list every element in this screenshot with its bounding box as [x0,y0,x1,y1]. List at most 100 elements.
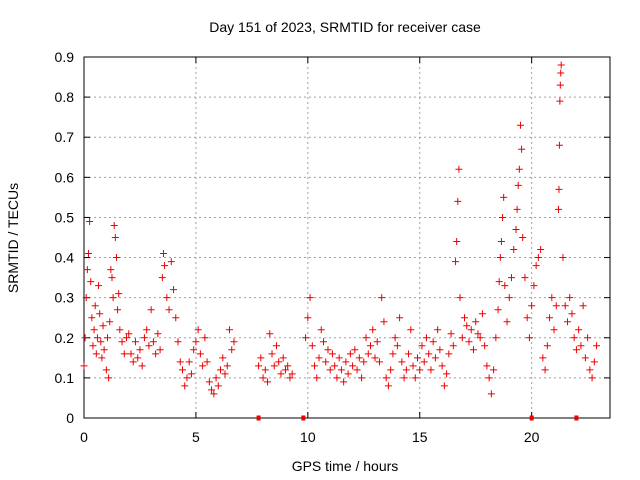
data-point [109,294,117,302]
data-point [342,358,350,366]
data-point [152,350,160,358]
data-point [123,334,131,342]
data-point [543,342,551,350]
data-point [463,322,471,330]
data-point [210,390,218,398]
data-point [257,354,265,362]
x-tick-label: 5 [192,429,200,445]
data-point [165,306,173,314]
data-point [425,350,433,358]
data-point [568,310,576,318]
data-point [279,354,287,362]
data-point [337,366,345,374]
data-point [367,342,375,350]
data-point [351,346,359,354]
data-point [539,354,547,362]
data-point [223,362,231,370]
data-point [326,366,334,374]
y-tick-label: 0.5 [55,209,75,225]
data-point [163,294,171,302]
data-point [382,374,390,382]
data-point [275,358,283,366]
data-point [584,334,592,342]
data-point [266,330,274,338]
data-point [268,350,276,358]
data-point [288,370,296,378]
data-point [107,266,115,274]
data-point [97,338,105,346]
data-point [98,354,106,362]
data-point [230,338,238,346]
data-point [532,262,540,270]
data-point [147,306,155,314]
data-point [521,274,529,282]
data-point [111,234,119,241]
data-point [481,342,489,350]
data-point [138,362,146,370]
data-point [438,362,446,370]
data-points [80,61,601,421]
data-point [472,318,480,326]
data-point [420,358,428,366]
data-point [110,221,118,229]
data-point [335,354,343,362]
data-point-zero [574,415,579,421]
data-point [555,185,563,193]
data-point [422,334,430,342]
data-point [492,334,500,342]
data-point [115,290,123,298]
data-point [176,358,184,366]
data-point [261,366,269,374]
data-point [364,350,372,358]
data-point [217,366,225,374]
data-point [371,354,379,362]
data-point [114,306,122,314]
data-point [143,326,151,334]
y-tick-label: 0.7 [55,129,75,145]
data-point [112,254,120,262]
data-point [219,354,227,362]
data-point [331,362,339,370]
data-point [546,314,554,322]
data-point [131,338,139,346]
data-point [465,338,473,346]
data-point [149,338,157,346]
data-point-zero [256,415,261,421]
data-point [185,358,193,366]
data-point [172,314,180,322]
data-point [575,326,583,334]
data-point [104,334,112,342]
data-point [84,250,92,258]
data-point [192,338,200,346]
data-point [391,334,399,342]
data-point [127,350,135,358]
data-point [99,322,107,330]
data-point [375,358,383,366]
data-point [315,354,323,362]
data-point [519,234,527,241]
data-point [436,346,444,354]
data-point [414,354,422,362]
data-point [134,354,142,362]
data-point [405,350,413,358]
data-point [561,302,569,310]
data-point [362,334,370,342]
x-tick-label: 10 [300,429,316,445]
data-point [534,254,542,262]
data-point [474,330,482,338]
data-point [384,382,392,390]
data-point-zero [529,415,534,421]
y-tick-label: 0.3 [55,290,75,306]
data-point [445,350,453,358]
data-point [346,350,354,358]
data-point [467,326,475,334]
plot-frame [83,56,611,419]
data-point [541,366,549,374]
y-axis-label: SRMTID / TECUs [5,183,21,293]
data-point [496,254,504,262]
data-point [456,294,464,302]
data-point [183,374,191,382]
y-tick-label: 0.4 [55,250,75,266]
data-point [429,338,437,346]
data-point [552,302,560,310]
